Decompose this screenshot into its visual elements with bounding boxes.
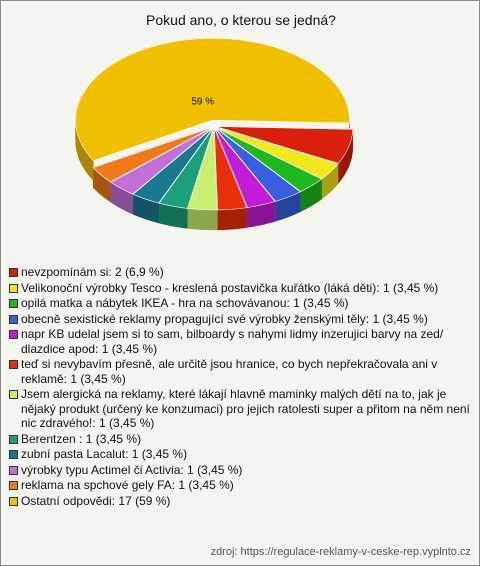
source: zdroj: https://regulace-reklamy-v-ceske-…: [210, 546, 471, 558]
slice: [75, 37, 350, 161]
legend-swatch: [9, 465, 18, 475]
legend-label: zubní pasta Lacalut: 1 (3,45 %): [21, 447, 188, 461]
legend-label: Velikonoční výrobky Tesco - kreslená pos…: [21, 280, 439, 295]
legend-swatch: [9, 390, 18, 399]
legend-label: opilá matka a nábytek IKEA - hra na scho…: [21, 296, 349, 310]
legend-item: teď si nevybavím přesně, ale určitě jsou…: [7, 357, 473, 386]
slice: [92, 126, 213, 183]
legend-label: Jsem alergická na reklamy, které lákají …: [21, 387, 470, 430]
slice: [158, 127, 214, 209]
chart-title: Pokud ano, o kterou se jedná?: [146, 12, 336, 28]
slice: [214, 127, 276, 208]
data-label: 59 %: [191, 96, 214, 107]
legend-label: výrobky typu Actimel či Activia: 1 (3,45…: [21, 462, 243, 477]
legend-label: Ostatní odpovědi: 17 (59 %): [21, 493, 171, 508]
slice: [215, 127, 323, 192]
legend-item: opilá matka a nábytek IKEA - hra na scho…: [7, 296, 473, 311]
legend-label: napr KB udelal jsem si to sam, bilboardy…: [21, 327, 444, 356]
slice: [214, 127, 301, 202]
slice: [187, 127, 218, 211]
legend-item: Velikonoční výrobky Tesco - kreslená pos…: [7, 281, 473, 296]
legend-item: Ostatní odpovědi: 17 (59 %): [7, 494, 473, 509]
chart: Pokud ano, o kterou se jedná? 59 %: [75, 12, 354, 231]
legend-item: napr KB udelal jsem si to sam, bilboardy…: [7, 327, 473, 356]
legend-item: zubní pasta Lacalut: 1 (3,45 %): [7, 447, 473, 462]
legend-swatch: [9, 360, 18, 369]
legend-swatch: [9, 481, 18, 490]
legend-item: Berentzen : 1 (3,45 %): [7, 432, 473, 447]
legend-swatch: [9, 283, 18, 293]
legend-item: výrobky typu Actimel či Activia: 1 (3,45…: [7, 463, 473, 478]
slice-side: [187, 208, 218, 231]
legend-item: obecně sexistické reklamy propagující sv…: [7, 312, 473, 327]
slice-side: [217, 207, 248, 231]
slice: [215, 126, 339, 180]
slice: [110, 127, 213, 195]
legend-item: Jsem alergická na reklamy, které lákají …: [7, 387, 473, 431]
slice: [132, 127, 214, 204]
legend-swatch: [9, 450, 18, 459]
legend-swatch: [9, 314, 18, 324]
legend: nevzpomínám si: 2 (6,9 %) Velikonoční výr…: [7, 265, 473, 509]
legend-swatch: [9, 330, 18, 339]
legend-swatch: [9, 496, 18, 506]
legend-swatch: [9, 299, 18, 308]
pie-tops: [75, 37, 354, 211]
legend-swatch: [9, 268, 18, 277]
slice: [213, 127, 248, 211]
legend-label: nevzpomínám si: 2 (6,9 %): [21, 265, 164, 279]
legend-label: obecně sexistické reklamy propagující sv…: [21, 311, 428, 326]
legend-label: reklama na spchové gely FA: 1 (3,45 %): [21, 478, 234, 492]
legend-label: teď si nevybavím přesně, ale určitě jsou…: [21, 357, 438, 386]
legend-label: Berentzen : 1 (3,45 %): [21, 431, 142, 446]
legend-item: nevzpomínám si: 2 (6,9 %): [7, 265, 473, 280]
slice: [215, 126, 354, 164]
legend-swatch: [9, 434, 18, 444]
legend-item: reklama na spchové gely FA: 1 (3,45 %): [7, 478, 473, 493]
